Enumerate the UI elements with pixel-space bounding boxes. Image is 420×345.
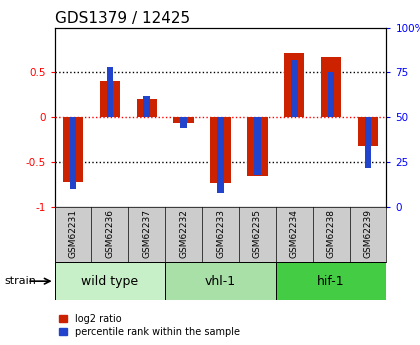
Bar [100,81,120,117]
Text: GSM62237: GSM62237 [142,209,151,258]
Bar [173,117,194,123]
Legend: log2 ratio, percentile rank within the sample: log2 ratio, percentile rank within the s… [60,314,240,337]
Bar [63,117,83,182]
Text: GSM62234: GSM62234 [290,209,299,258]
Text: GSM62233: GSM62233 [216,209,225,258]
Bar [365,117,371,168]
Bar [321,57,341,117]
Text: GDS1379 / 12425: GDS1379 / 12425 [55,11,190,27]
Text: GSM62238: GSM62238 [327,209,336,258]
Bar [165,262,276,300]
Text: GSM62235: GSM62235 [253,209,262,258]
Bar [70,117,76,189]
Text: GSM62231: GSM62231 [68,209,78,258]
Bar [276,262,386,300]
Text: vhl-1: vhl-1 [205,275,236,288]
Bar [210,117,231,183]
Bar [328,72,334,117]
Bar [136,99,157,117]
Bar [55,262,165,300]
Bar [291,60,297,117]
Bar [254,117,261,175]
Bar [180,117,187,128]
Text: hif-1: hif-1 [317,275,345,288]
Bar [358,117,378,146]
Bar [144,96,150,117]
Text: wild type: wild type [81,275,139,288]
Bar [247,117,268,176]
Bar [217,117,224,193]
Bar [284,53,304,117]
Bar [107,67,113,117]
Text: GSM62236: GSM62236 [105,209,114,258]
Text: GSM62239: GSM62239 [363,209,373,258]
Text: GSM62232: GSM62232 [179,209,188,258]
Text: strain: strain [4,276,36,286]
